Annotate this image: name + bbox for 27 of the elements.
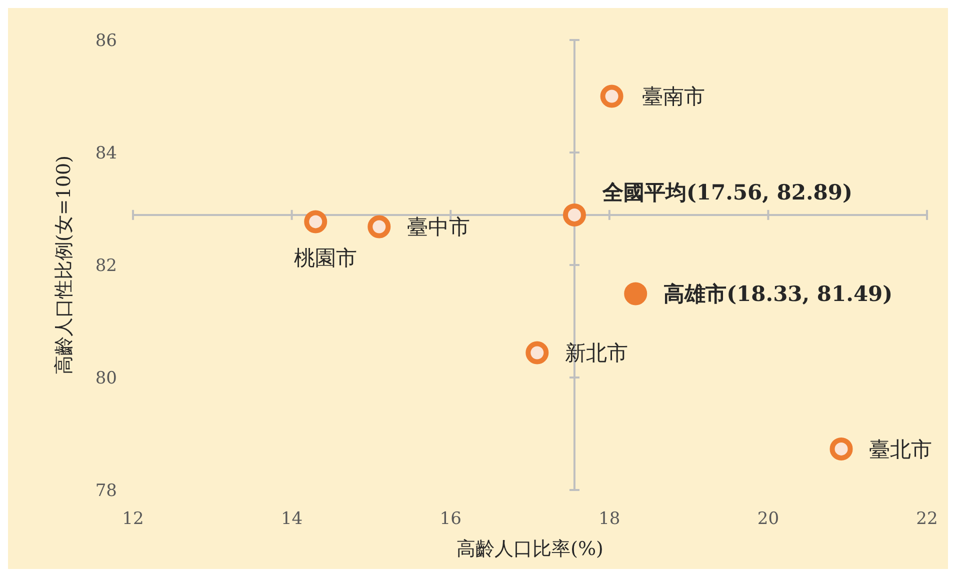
point [368,215,391,238]
annotation: 高雄市(18.33, 81.49) [664,281,893,306]
x-axis-title: 高齡人口比率(%) [456,538,604,560]
y-tick-label: 84 [95,143,117,164]
x-tick-label: 14 [280,509,303,529]
point [304,210,328,234]
annotation: 臺中市 [407,215,470,240]
annotation: 臺北市 [869,437,932,462]
point [830,437,853,460]
point [526,341,549,364]
x-tick-label: 18 [598,509,620,529]
x-tick-label: 22 [916,509,938,529]
y-tick-label: 82 [95,256,117,276]
x-tick-label: 20 [757,509,780,529]
y-tick-label: 78 [95,480,117,501]
point [562,203,586,226]
annotation: 全國平均(17.56, 82.89) [601,179,852,204]
annotation: 桃園市 [294,246,358,270]
annotation: 臺南市 [642,84,705,109]
x-tick-label: 16 [440,509,462,529]
point [600,84,624,108]
point [624,282,648,306]
y-axis-title: 高齡人口性比例(女=100) [53,155,75,375]
y-tick-label: 80 [95,368,117,388]
y-tick-label: 86 [95,30,117,51]
x-tick-label: 12 [122,509,144,529]
annotation: 新北市 [565,341,628,366]
